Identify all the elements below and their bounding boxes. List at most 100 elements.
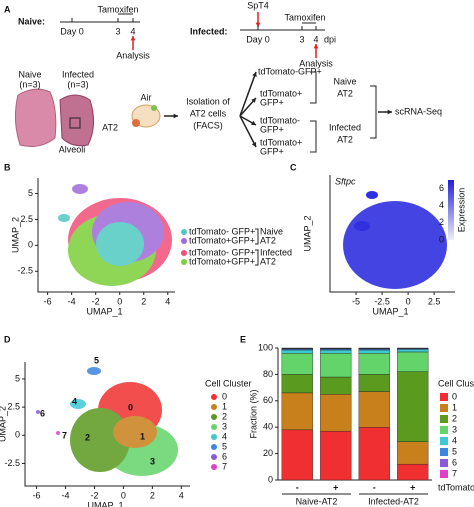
colorbar-tick: 2 xyxy=(439,217,444,227)
y-tick-label: 2.5 xyxy=(20,214,33,224)
legend-swatch xyxy=(211,464,217,470)
panel-label: B xyxy=(4,162,11,172)
bar-segment xyxy=(320,394,352,432)
x-tick-label: 4 xyxy=(179,490,184,500)
legend-label: 6 xyxy=(452,457,457,467)
bracket xyxy=(310,120,317,153)
label: 3 xyxy=(115,26,120,36)
legend-label: tdTomato+GFP+ xyxy=(189,235,255,245)
panel-label: C xyxy=(290,162,297,172)
x-tick-label: - xyxy=(296,482,299,492)
colorbar-tick: 4 xyxy=(439,200,444,210)
bracket xyxy=(310,71,317,104)
arrow xyxy=(239,71,257,117)
panel-label: E xyxy=(240,334,246,344)
legend-label: 1 xyxy=(222,401,227,411)
y-tick-label: 40 xyxy=(263,422,273,432)
legend-label: 7 xyxy=(222,461,227,471)
y-tick-label: 100 xyxy=(258,342,273,352)
cluster-label: 7 xyxy=(62,430,67,440)
bar-segment xyxy=(358,374,390,392)
cluster-label: 6 xyxy=(40,408,45,418)
legend-swatch xyxy=(440,470,448,478)
bar-segment xyxy=(281,353,313,375)
bar-segment xyxy=(281,429,313,481)
bar-segment xyxy=(320,353,352,378)
legend-swatch xyxy=(211,394,217,400)
bar-segment xyxy=(397,463,429,481)
label: (FACS) xyxy=(193,120,223,130)
label: Infected xyxy=(62,69,94,79)
cluster-label: 0 xyxy=(128,402,133,412)
label: tdTomato+ xyxy=(260,137,302,147)
arrow-head xyxy=(173,113,178,119)
legend-label: 5 xyxy=(452,446,457,456)
label: 4 xyxy=(130,26,135,36)
x-tick-label: 4 xyxy=(165,296,170,306)
label: 3 xyxy=(299,34,304,44)
label: (n=3) xyxy=(67,79,88,89)
x-axis-label: UMAP_1 xyxy=(373,306,409,316)
bar-segment xyxy=(281,349,313,354)
arrow-head xyxy=(387,109,392,115)
legend-swatch xyxy=(440,415,448,423)
legend-swatch xyxy=(211,434,217,440)
legend-label: 0 xyxy=(222,391,227,401)
x-axis-label: tdTomato xyxy=(438,482,474,492)
label: Infected: xyxy=(190,26,228,36)
y-tick-label: 0 xyxy=(28,240,33,250)
bar-segment xyxy=(397,349,429,353)
bar-segment xyxy=(320,430,352,481)
bar-segment xyxy=(358,353,390,375)
arrow-head xyxy=(251,98,256,103)
label: GFP+ xyxy=(260,97,284,107)
legend-label: 3 xyxy=(222,421,227,431)
label: AT2 cells xyxy=(190,108,227,118)
bar-segment xyxy=(281,392,313,431)
cluster-label: 3 xyxy=(150,456,155,466)
arrow-head xyxy=(255,22,261,27)
arrow-head xyxy=(251,142,257,147)
panel-c-cloud xyxy=(343,191,447,289)
bar-segment xyxy=(397,441,429,465)
y-axis-label: Fraction (%) xyxy=(248,389,258,438)
legend-label: tdTomato- GFP+ xyxy=(189,226,255,236)
x-tick-label: -6 xyxy=(33,490,41,500)
lung-illustration xyxy=(14,88,161,147)
arrow-head xyxy=(251,120,256,125)
legend-swatch xyxy=(181,250,187,256)
cluster-label: 4 xyxy=(72,396,77,406)
x-tick-label: 2.5 xyxy=(428,296,441,306)
x-tick-label: -4 xyxy=(62,490,70,500)
x-tick-label: - xyxy=(373,482,376,492)
label: Expression xyxy=(456,188,466,233)
label: Isolation of xyxy=(186,96,230,106)
label: AT2 xyxy=(337,134,353,144)
legend-swatch xyxy=(440,393,448,401)
label: Infected xyxy=(260,247,292,257)
legend-label: 5 xyxy=(222,441,227,451)
x-tick-label: 2 xyxy=(141,296,146,306)
legend-swatch xyxy=(440,459,448,467)
legend-label: 3 xyxy=(452,424,457,434)
x-axis-label: UMAP_1 xyxy=(87,306,123,316)
label: tdTomato- xyxy=(258,66,298,76)
bar-segment xyxy=(320,349,352,354)
x-tick-label: -4 xyxy=(68,296,76,306)
bar-segment xyxy=(281,374,313,394)
legend-label: 7 xyxy=(452,468,457,478)
x-tick-label: -2 xyxy=(90,490,98,500)
axis xyxy=(37,178,175,293)
label: 4 xyxy=(313,34,318,44)
bar-segment xyxy=(358,427,390,481)
y-axis-label: UMAP_2 xyxy=(10,217,20,253)
legend-swatch xyxy=(211,444,217,450)
y-axis-label: UMAP_2 xyxy=(0,406,7,442)
legend-swatch xyxy=(181,238,187,244)
y-axis-label: UMAP_2 xyxy=(302,215,312,251)
legend-label: tdTomato+GFP+ xyxy=(189,256,255,266)
arrow xyxy=(239,115,257,148)
panel-b-cloud xyxy=(58,184,172,286)
y-tick-label: 80 xyxy=(263,369,273,379)
label: scRNA-Seq xyxy=(395,106,442,116)
